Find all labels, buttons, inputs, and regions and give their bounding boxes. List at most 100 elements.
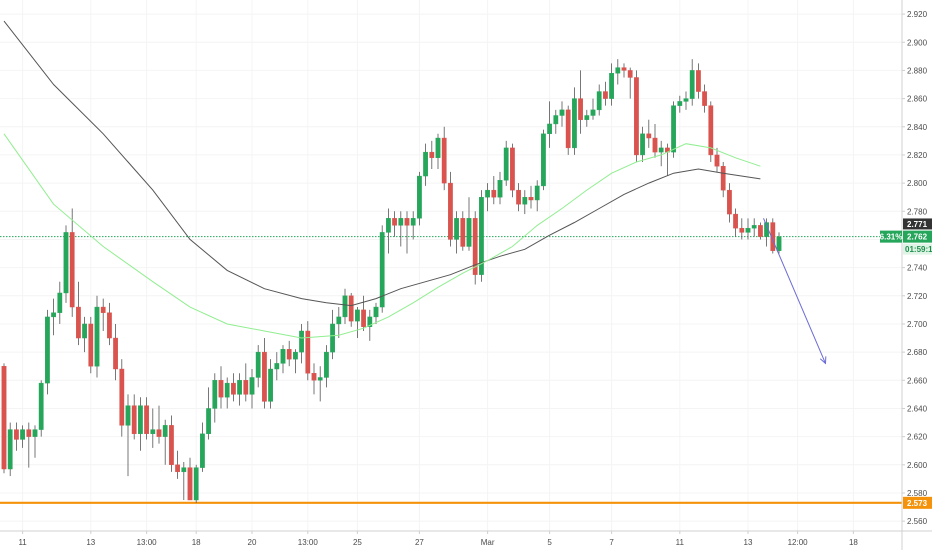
candle-down [578, 98, 584, 120]
candle-up [671, 105, 677, 153]
candle-down [311, 373, 317, 381]
candle-down [646, 133, 652, 139]
candle-down [696, 70, 701, 92]
candle-up [274, 363, 280, 370]
candle-up [355, 309, 360, 322]
candle-down [88, 323, 94, 367]
candle-down [472, 218, 478, 275]
candle-up [38, 382, 44, 430]
candle-up [435, 137, 441, 158]
last-price-badge [903, 230, 932, 243]
price-tick-label: 2.580 [907, 489, 928, 498]
price-tick-label: 2.660 [907, 376, 928, 385]
candle-down [429, 151, 435, 158]
candle-up [398, 218, 404, 226]
candle-down [627, 70, 633, 78]
candle-up [503, 147, 509, 181]
candle-down [348, 295, 354, 322]
candle-down [460, 218, 466, 247]
candle-up [224, 382, 230, 398]
candle-down [131, 405, 137, 435]
price-tick-label: 2.860 [907, 95, 928, 104]
candle-up [63, 232, 69, 294]
candle-down [441, 137, 447, 184]
price-tick-label: 2.640 [907, 404, 928, 413]
time-tick-label: 18 [849, 538, 858, 547]
change-percent-badge [880, 230, 902, 243]
candle-up [689, 70, 695, 99]
candle-up [584, 115, 590, 120]
candle-down [404, 218, 410, 226]
candle-down [218, 380, 224, 398]
price-tick-label: 2.600 [907, 461, 928, 470]
candle-up [7, 429, 13, 470]
time-axis[interactable]: 11 13 13:00 18 20 13:00 25 27 Mar 5 7 11 13 12:00 18 [18, 531, 858, 547]
candle-up [658, 147, 664, 153]
candle-up [330, 323, 335, 353]
candle-up [57, 292, 63, 313]
candle-up [522, 196, 528, 205]
candle-up [94, 306, 100, 367]
candle-down [243, 380, 249, 395]
candle-down [758, 225, 763, 237]
candle-down [634, 77, 639, 156]
candle-up [293, 351, 298, 360]
candle-down [187, 467, 193, 501]
candle-up [317, 377, 323, 381]
candle-up [590, 109, 596, 116]
candle-up [547, 123, 553, 135]
candle-down [770, 222, 776, 251]
candle-up [51, 312, 57, 318]
candle-down [144, 405, 149, 435]
support-price-badge [903, 496, 932, 509]
candle-down [516, 189, 522, 205]
candle-down [113, 337, 119, 370]
candle-up [206, 408, 211, 435]
candle-up [162, 425, 168, 437]
candle-down [286, 349, 292, 360]
candle-up [249, 377, 255, 395]
candle-up [32, 429, 38, 437]
price-tick-label: 2.700 [907, 320, 928, 329]
sma-fast-line [3, 133, 761, 339]
sma-slow-line [3, 20, 761, 307]
candle-down [720, 166, 726, 191]
candle-up [268, 368, 273, 402]
candle-up [324, 351, 329, 378]
candle-down [702, 91, 708, 106]
candle-up [479, 196, 484, 275]
candle-up [386, 218, 391, 233]
candle-up [485, 189, 490, 198]
forecast-arrow[interactable] [763, 218, 827, 365]
candle-down [708, 105, 714, 156]
candle-down [621, 67, 627, 71]
candle-up [299, 330, 304, 353]
candle-up [541, 133, 546, 187]
candle-up [137, 405, 143, 435]
candle-down [727, 189, 732, 215]
price-tick-label: 2.880 [907, 66, 928, 75]
previous-close-value: 2.771 [907, 220, 928, 229]
time-tick-label: 18 [192, 538, 201, 547]
price-tick-label: 2.900 [907, 38, 928, 47]
time-tick-label: 5 [547, 538, 552, 547]
countdown-badge [903, 243, 932, 255]
support-price-value: 2.573 [907, 499, 928, 508]
previous-close-badge [903, 218, 932, 230]
candle-up [280, 349, 286, 364]
last-price-value: 2.762 [907, 233, 928, 242]
candle-down [528, 196, 534, 201]
price-tick-label: 2.800 [907, 179, 928, 188]
candle-up [677, 101, 683, 106]
time-tick-label: 13 [86, 538, 95, 547]
candle-up [367, 316, 373, 327]
time-tick-label: 20 [248, 538, 257, 547]
candle-down [361, 309, 366, 327]
candle-up [379, 232, 385, 308]
candle-up [212, 380, 218, 409]
candle-down [175, 464, 180, 473]
candle-up [417, 175, 422, 219]
candle-down [106, 312, 112, 339]
price-tick-label: 2.620 [907, 433, 928, 442]
